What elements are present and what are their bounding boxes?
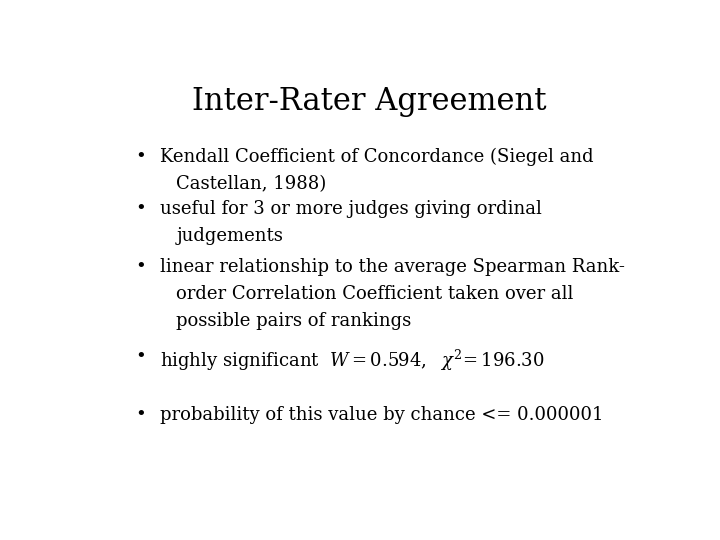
Text: Castellan, 1988): Castellan, 1988) xyxy=(176,175,327,193)
Text: •: • xyxy=(135,406,145,424)
Text: probability of this value by chance <= 0.000001: probability of this value by chance <= 0… xyxy=(160,406,603,424)
Text: •: • xyxy=(135,148,145,166)
Text: highly significant  $W = 0.594,$  $\chi^2\!= 196.30$: highly significant $W = 0.594,$ $\chi^2\… xyxy=(160,348,544,373)
Text: Inter-Rater Agreement: Inter-Rater Agreement xyxy=(192,85,546,117)
Text: linear relationship to the average Spearman Rank-: linear relationship to the average Spear… xyxy=(160,258,625,276)
Text: useful for 3 or more judges giving ordinal: useful for 3 or more judges giving ordin… xyxy=(160,200,541,218)
Text: Kendall Coefficient of Concordance (Siegel and: Kendall Coefficient of Concordance (Sieg… xyxy=(160,148,593,166)
Text: possible pairs of rankings: possible pairs of rankings xyxy=(176,312,412,330)
Text: •: • xyxy=(135,348,145,366)
Text: •: • xyxy=(135,200,145,218)
Text: judgements: judgements xyxy=(176,227,284,245)
Text: •: • xyxy=(135,258,145,276)
Text: order Correlation Coefficient taken over all: order Correlation Coefficient taken over… xyxy=(176,285,574,303)
